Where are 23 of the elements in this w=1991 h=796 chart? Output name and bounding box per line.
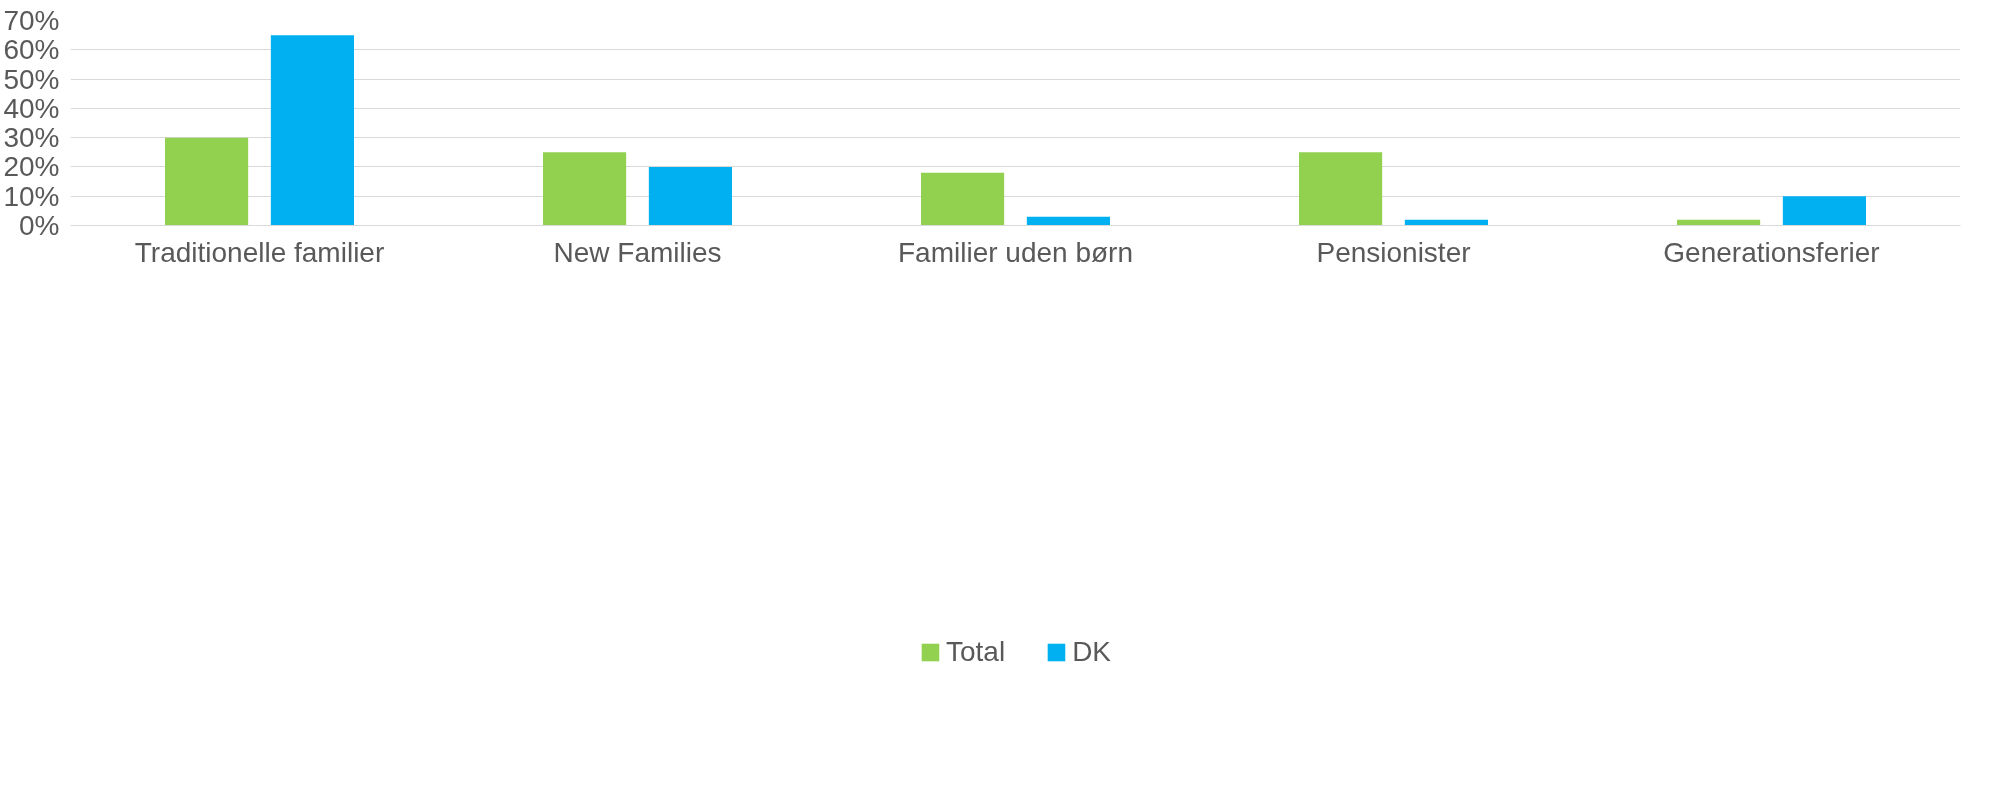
x-tick-label: Generationsferier	[1663, 236, 1880, 268]
legend-label: Total	[945, 636, 1006, 668]
bar	[1026, 216, 1110, 226]
y-tick-label: 0%	[19, 210, 60, 241]
x-tick-label: Traditionelle familier	[134, 236, 385, 268]
y-tick-label: 10%	[3, 180, 60, 212]
y-tick-label: 70%	[3, 5, 60, 36]
y-tick-label: 60%	[3, 34, 60, 66]
bar	[165, 137, 249, 226]
bar	[1299, 152, 1383, 226]
bar	[648, 166, 732, 226]
y-tick-label: 50%	[3, 63, 60, 95]
bar	[1782, 196, 1866, 226]
bar	[270, 35, 354, 226]
y-tick-label: 20%	[3, 151, 60, 183]
legend-label: DK	[1072, 636, 1112, 668]
y-tick-label: 40%	[3, 92, 60, 124]
bar	[921, 172, 1005, 226]
x-tick-label: Pensionister	[1316, 236, 1471, 268]
y-tick-label: 30%	[3, 122, 60, 154]
x-tick-label: New Families	[553, 236, 722, 268]
x-tick-label: Familier uden børn	[898, 236, 1133, 268]
bar	[543, 152, 627, 226]
